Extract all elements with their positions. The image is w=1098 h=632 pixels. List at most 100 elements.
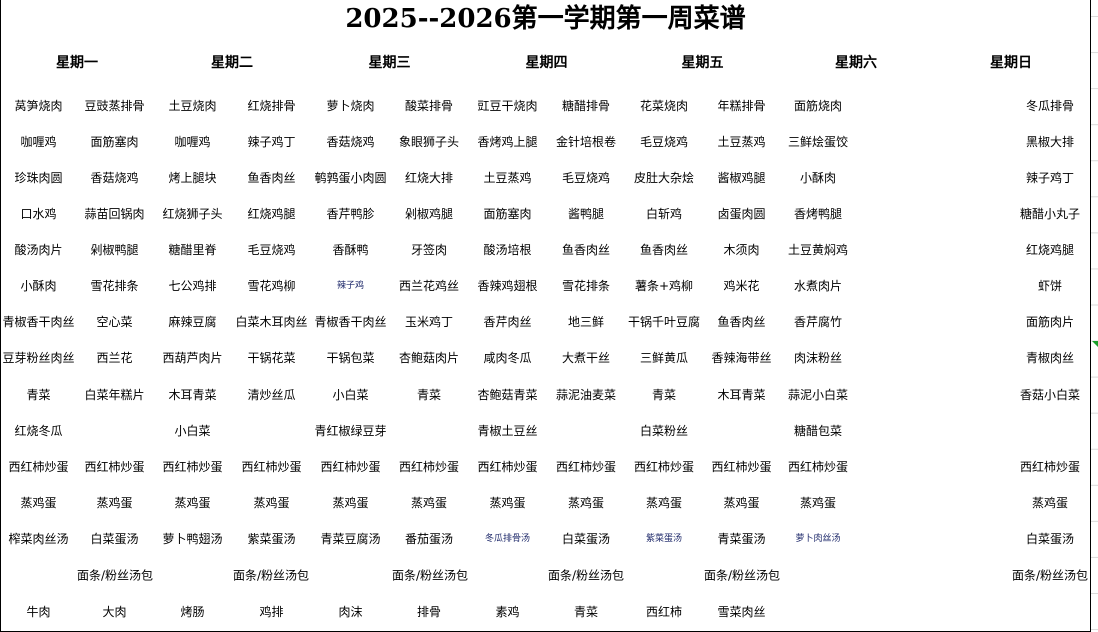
noodle-cell[interactable] (856, 557, 933, 594)
menu-cell[interactable]: 虾饼 (1010, 268, 1091, 305)
menu-cell[interactable]: 烤上腿块 (153, 160, 233, 197)
menu-cell[interactable]: 冬瓜排骨 (1010, 88, 1091, 125)
menu-cell[interactable] (932, 160, 1011, 197)
menu-cell[interactable] (932, 268, 1011, 305)
menu-cell[interactable]: 年糕排骨 (703, 88, 781, 125)
menu-cell[interactable]: 七公鸡排 (153, 268, 233, 305)
menu-cell[interactable]: 小白菜 (153, 413, 233, 450)
menu-cell[interactable] (856, 377, 933, 414)
noodle-cell[interactable] (232, 557, 312, 594)
menu-cell[interactable] (932, 449, 1011, 486)
menu-cell[interactable]: 牙签肉 (390, 232, 469, 269)
menu-cell[interactable]: 毛豆烧鸡 (232, 232, 312, 269)
menu-cell[interactable]: 豆豉蒸排骨 (76, 88, 154, 125)
menu-cell[interactable]: 鸡米花 (703, 268, 781, 305)
menu-cell[interactable] (932, 377, 1011, 414)
menu-cell[interactable]: 青椒土豆丝 (468, 413, 548, 450)
menu-cell[interactable] (856, 413, 933, 450)
menu-cell[interactable] (856, 340, 933, 378)
menu-cell[interactable]: 皮肚大杂烩 (625, 160, 704, 197)
menu-cell[interactable]: 红烧狮子头 (153, 196, 233, 233)
menu-cell[interactable]: 红烧排骨 (232, 88, 312, 125)
menu-cell[interactable]: 杏鲍菇青菜 (468, 377, 548, 414)
menu-cell[interactable]: 面筋塞肉 (468, 196, 548, 233)
menu-cell[interactable]: 蒸鸡蛋 (390, 485, 469, 522)
menu-cell[interactable]: 清炒丝瓜 (232, 377, 312, 414)
menu-cell[interactable]: 杏鲍菇肉片 (390, 340, 469, 378)
menu-cell[interactable]: 香菇小白菜 (1010, 377, 1091, 414)
menu-cell[interactable]: 面筋塞肉 (76, 124, 154, 161)
menu-cell[interactable]: 木耳青菜 (703, 377, 781, 414)
extra-cell[interactable] (856, 593, 933, 632)
menu-cell[interactable]: 辣子鸡 (311, 268, 391, 305)
menu-cell[interactable]: 小白菜 (311, 377, 391, 414)
menu-cell[interactable]: 空心菜 (76, 304, 154, 341)
menu-cell[interactable]: 蒸鸡蛋 (703, 485, 781, 522)
extra-cell[interactable]: 西红柿 (625, 593, 704, 632)
menu-cell[interactable]: 蒸鸡蛋 (311, 485, 391, 522)
extra-cell[interactable]: 雪菜肉丝 (703, 593, 781, 632)
menu-cell[interactable] (932, 232, 1011, 269)
menu-cell[interactable]: 干锅千叶豆腐 (625, 304, 704, 341)
menu-cell[interactable]: 青菜 (0, 377, 77, 414)
menu-cell[interactable]: 鱼香肉丝 (703, 304, 781, 341)
menu-cell[interactable] (856, 521, 933, 558)
menu-cell[interactable]: 土豆烧肉 (153, 88, 233, 125)
menu-cell[interactable]: 糖醋包菜 (780, 413, 857, 450)
menu-cell[interactable]: 肉沫粉丝 (780, 340, 857, 378)
menu-cell[interactable]: 冬瓜排骨汤 (468, 521, 548, 558)
menu-cell[interactable]: 蒸鸡蛋 (547, 485, 626, 522)
menu-cell[interactable]: 蒸鸡蛋 (76, 485, 154, 522)
extra-cell[interactable]: 大肉 (76, 593, 154, 632)
menu-cell[interactable] (856, 124, 933, 161)
menu-cell[interactable]: 西兰花鸡丝 (390, 268, 469, 305)
menu-cell[interactable]: 金针培根卷 (547, 124, 626, 161)
menu-cell[interactable] (856, 449, 933, 486)
menu-cell[interactable]: 麻辣豆腐 (153, 304, 233, 341)
menu-cell[interactable]: 香辣鸡翅根 (468, 268, 548, 305)
menu-cell[interactable]: 蒜泥油麦菜 (547, 377, 626, 414)
menu-cell[interactable]: 豇豆干烧肉 (468, 88, 548, 125)
menu-cell[interactable]: 玉米鸡丁 (390, 304, 469, 341)
menu-cell[interactable]: 干锅包菜 (311, 340, 391, 378)
menu-cell[interactable] (76, 413, 154, 450)
menu-cell[interactable]: 香芹鸭胗 (311, 196, 391, 233)
menu-cell[interactable]: 香烤鸡上腿 (468, 124, 548, 161)
menu-cell[interactable]: 咖喱鸡 (153, 124, 233, 161)
menu-cell[interactable] (703, 413, 781, 450)
menu-cell[interactable]: 辣子鸡丁 (1010, 160, 1091, 197)
menu-cell[interactable]: 青菜豆腐汤 (311, 521, 391, 558)
noodle-cell[interactable] (932, 557, 1011, 594)
menu-cell[interactable]: 香芹肉丝 (468, 304, 548, 341)
menu-cell[interactable]: 酸汤培根 (468, 232, 548, 269)
menu-cell[interactable] (856, 196, 933, 233)
menu-cell[interactable] (932, 304, 1011, 341)
menu-cell[interactable]: 土豆蒸鸡 (468, 160, 548, 197)
menu-cell[interactable]: 香菇烧鸡 (76, 160, 154, 197)
menu-cell[interactable]: 西红柿炒蛋 (232, 449, 312, 486)
menu-cell[interactable]: 三鲜烩蛋饺 (780, 124, 857, 161)
menu-cell[interactable]: 蒜泥小白菜 (780, 377, 857, 414)
menu-cell[interactable] (932, 413, 1011, 450)
menu-cell[interactable]: 小酥肉 (0, 268, 77, 305)
menu-cell[interactable]: 酱鸭腿 (547, 196, 626, 233)
menu-cell[interactable]: 鹌鹑蛋小肉圆 (311, 160, 391, 197)
menu-cell[interactable]: 鱼香肉丝 (547, 232, 626, 269)
menu-cell[interactable]: 萝卜鸭翅汤 (153, 521, 233, 558)
menu-cell[interactable]: 面筋烧肉 (780, 88, 857, 125)
menu-cell[interactable]: 蒜苗回锅肉 (76, 196, 154, 233)
menu-cell[interactable]: 豆芽粉丝肉丝 (0, 340, 77, 378)
menu-cell[interactable]: 蒸鸡蛋 (780, 485, 857, 522)
menu-cell[interactable]: 薯条+鸡柳 (625, 268, 704, 305)
menu-cell[interactable] (932, 196, 1011, 233)
menu-cell[interactable] (390, 413, 469, 450)
menu-cell[interactable]: 咸肉冬瓜 (468, 340, 548, 378)
menu-cell[interactable]: 白菜蛋汤 (547, 521, 626, 558)
menu-cell[interactable]: 莴笋烧肉 (0, 88, 77, 125)
menu-cell[interactable]: 西红柿炒蛋 (153, 449, 233, 486)
menu-cell[interactable]: 白斩鸡 (625, 196, 704, 233)
menu-cell[interactable]: 木须肉 (703, 232, 781, 269)
menu-cell[interactable]: 白菜粉丝 (625, 413, 704, 450)
menu-cell[interactable]: 鱼香肉丝 (232, 160, 312, 197)
menu-cell[interactable]: 红烧鸡腿 (232, 196, 312, 233)
